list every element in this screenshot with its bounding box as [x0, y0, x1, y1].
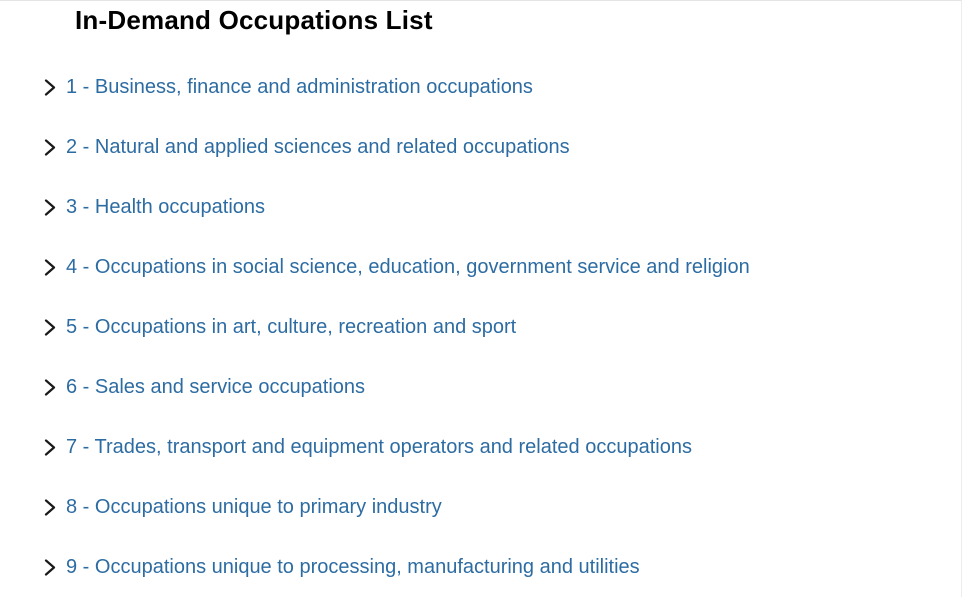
occupation-item-primary-industry[interactable]: 8 - Occupations unique to primary indust…: [0, 477, 961, 537]
occupation-item-natural-applied-sciences[interactable]: 2 - Natural and applied sciences and rel…: [0, 117, 961, 177]
occupation-item-label: 6 - Sales and service occupations: [66, 376, 366, 398]
occupation-item-label: 2 - Natural and applied sciences and rel…: [66, 136, 570, 158]
occupation-item-sales-service[interactable]: 6 - Sales and service occupations: [0, 357, 961, 417]
occupation-item-label: 9 - Occupations unique to processing, ma…: [66, 556, 640, 578]
occupation-item-health[interactable]: 3 - Health occupations: [0, 177, 961, 237]
occupation-item-label: 5 - Occupations in art, culture, recreat…: [66, 316, 517, 338]
chevron-right-icon: [44, 378, 56, 396]
occupation-item-label: 1 - Business, finance and administration…: [66, 76, 533, 98]
chevron-right-icon: [44, 438, 56, 456]
page-title: In-Demand Occupations List: [75, 5, 433, 35]
chevron-right-icon: [44, 198, 56, 216]
occupation-item-label: 3 - Health occupations: [66, 196, 266, 218]
occupations-list: 1 - Business, finance and administration…: [0, 57, 961, 597]
chevron-right-icon: [44, 318, 56, 336]
occupation-item-social-science-education[interactable]: 4 - Occupations in social science, educa…: [0, 237, 961, 297]
occupation-item-business-finance-admin[interactable]: 1 - Business, finance and administration…: [0, 57, 961, 117]
occupation-item-processing-manufacturing-utilities[interactable]: 9 - Occupations unique to processing, ma…: [0, 537, 961, 597]
chevron-right-icon: [44, 258, 56, 276]
chevron-right-icon: [44, 558, 56, 576]
occupation-item-label: 4 - Occupations in social science, educa…: [66, 256, 750, 278]
chevron-right-icon: [44, 498, 56, 516]
chevron-right-icon: [44, 78, 56, 96]
occupation-item-label: 8 - Occupations unique to primary indust…: [66, 496, 442, 518]
occupation-item-trades-transport-equipment[interactable]: 7 - Trades, transport and equipment oper…: [0, 417, 961, 477]
chevron-right-icon: [44, 138, 56, 156]
occupation-item-art-culture-recreation[interactable]: 5 - Occupations in art, culture, recreat…: [0, 297, 961, 357]
occupation-item-label: 7 - Trades, transport and equipment oper…: [66, 436, 692, 458]
